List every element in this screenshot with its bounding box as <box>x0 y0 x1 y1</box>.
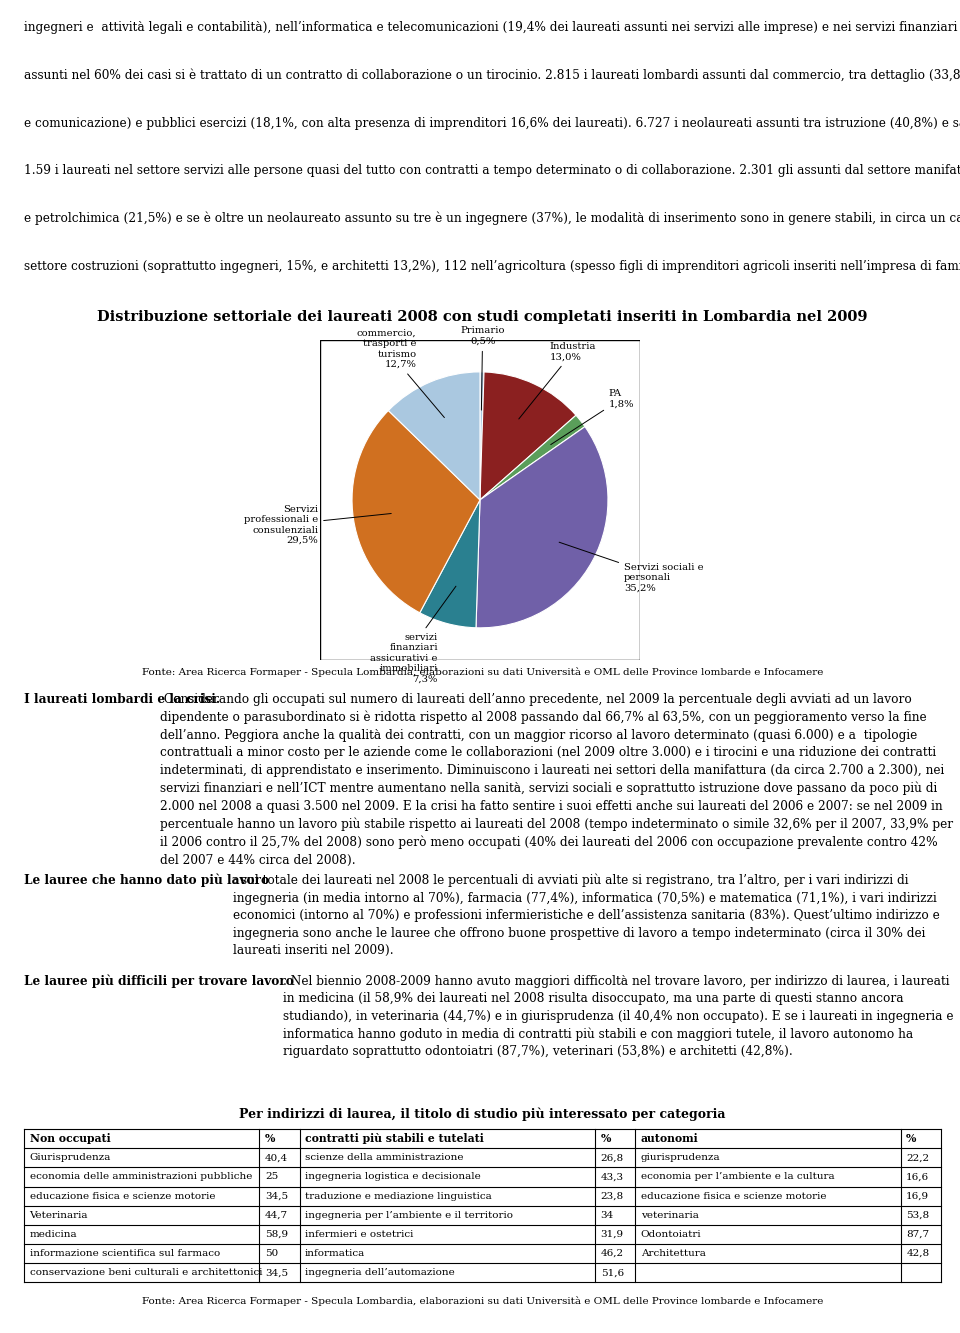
Text: Le lauree che hanno dato più lavoro: Le lauree che hanno dato più lavoro <box>24 874 269 888</box>
Text: Odontoiatri: Odontoiatri <box>640 1230 702 1238</box>
Wedge shape <box>476 427 608 628</box>
Text: 34,5: 34,5 <box>265 1268 288 1277</box>
Text: 40,4: 40,4 <box>265 1153 288 1162</box>
Text: ingegneri e  attività legali e contabilità), nell’informatica e telecomunicazion: ingegneri e attività legali e contabilit… <box>24 21 960 35</box>
Text: Giurisprudenza: Giurisprudenza <box>30 1153 110 1162</box>
Text: ingegneria dell’automazione: ingegneria dell’automazione <box>305 1268 455 1277</box>
Text: medicina: medicina <box>30 1230 77 1238</box>
Text: 16,9: 16,9 <box>906 1192 929 1201</box>
Text: infermieri e ostetrici: infermieri e ostetrici <box>305 1230 414 1238</box>
Text: Architettura: Architettura <box>640 1249 706 1258</box>
Text: Primario
0,5%: Primario 0,5% <box>461 327 505 411</box>
Text: 23,8: 23,8 <box>601 1192 624 1201</box>
Text: Servizi sociali e
personali
35,2%: Servizi sociali e personali 35,2% <box>559 543 704 593</box>
Text: giurisprudenza: giurisprudenza <box>640 1153 720 1162</box>
Text: economia delle amministrazioni pubbliche: economia delle amministrazioni pubbliche <box>30 1173 252 1181</box>
Text: 22,2: 22,2 <box>906 1153 929 1162</box>
Text: 26,8: 26,8 <box>601 1153 624 1162</box>
Text: Considerando gli occupati sul numero di laureati dell’anno precedente, nel 2009 : Considerando gli occupati sul numero di … <box>159 693 953 866</box>
Wedge shape <box>480 416 585 500</box>
Text: veterinaria: veterinaria <box>640 1210 699 1220</box>
Text: %: % <box>601 1133 611 1144</box>
Text: commercio,
trasporti e
turismo
12,7%: commercio, trasporti e turismo 12,7% <box>357 329 444 417</box>
Text: 51,6: 51,6 <box>601 1268 624 1277</box>
Text: autonomi: autonomi <box>640 1133 699 1144</box>
Text: assunti nel 60% dei casi si è trattato di un contratto di collaborazione o un ti: assunti nel 60% dei casi si è trattato d… <box>24 69 960 83</box>
Wedge shape <box>480 372 484 500</box>
Text: PA
1,8%: PA 1,8% <box>551 389 635 445</box>
Text: 31,9: 31,9 <box>601 1230 624 1238</box>
Text: Industria
13,0%: Industria 13,0% <box>518 343 596 419</box>
Wedge shape <box>420 500 480 628</box>
Text: 16,6: 16,6 <box>906 1173 929 1181</box>
Text: e comunicazione) e pubblici esercizi (18,1%, con alta presenza di imprenditori 1: e comunicazione) e pubblici esercizi (18… <box>24 117 960 129</box>
Text: Per indirizzi di laurea, il titolo di studio più interessato per categoria: Per indirizzi di laurea, il titolo di st… <box>239 1108 726 1121</box>
Bar <box>320 340 640 660</box>
Text: 25: 25 <box>265 1173 278 1181</box>
Text: educazione fisica e scienze motorie: educazione fisica e scienze motorie <box>30 1192 215 1201</box>
Text: : sul totale dei laureati nel 2008 le percentuali di avviati più alte si registr: : sul totale dei laureati nel 2008 le pe… <box>233 874 940 957</box>
Text: Non occupati: Non occupati <box>30 1133 110 1144</box>
Text: scienze della amministrazione: scienze della amministrazione <box>305 1153 464 1162</box>
Text: 46,2: 46,2 <box>601 1249 624 1258</box>
Text: economia per l’ambiente e la cultura: economia per l’ambiente e la cultura <box>640 1173 834 1181</box>
Text: Veterinaria: Veterinaria <box>30 1210 88 1220</box>
Text: Fonte: Area Ricerca Formaper - Specula Lombardia, elaborazioni su dati Universit: Fonte: Area Ricerca Formaper - Specula L… <box>142 666 823 677</box>
Text: 50: 50 <box>265 1249 278 1258</box>
Text: 53,8: 53,8 <box>906 1210 929 1220</box>
Text: 1.59 i laureati nel settore servizi alle persone quasi del tutto con contratti a: 1.59 i laureati nel settore servizi alle… <box>24 164 960 177</box>
Wedge shape <box>352 411 480 613</box>
Text: Distribuzione settoriale dei laureati 2008 con studi completati inseriti in Lomb: Distribuzione settoriale dei laureati 20… <box>97 311 868 324</box>
Text: I laureati lombardi e la crisi.: I laureati lombardi e la crisi. <box>24 693 220 706</box>
Wedge shape <box>389 372 480 500</box>
Text: ingegneria per l’ambiente e il territorio: ingegneria per l’ambiente e il territori… <box>305 1210 513 1220</box>
Text: %: % <box>265 1133 276 1144</box>
Text: educazione fisica e scienze motorie: educazione fisica e scienze motorie <box>640 1192 827 1201</box>
Text: 34: 34 <box>601 1210 613 1220</box>
Text: 58,9: 58,9 <box>265 1230 288 1238</box>
Text: . Nel biennio 2008-2009 hanno avuto maggiori difficoltà nel trovare lavoro, per : . Nel biennio 2008-2009 hanno avuto magg… <box>283 974 954 1058</box>
Text: 87,7: 87,7 <box>906 1230 929 1238</box>
Text: informazione scientifica sul farmaco: informazione scientifica sul farmaco <box>30 1249 220 1258</box>
Text: traduzione e mediazione linguistica: traduzione e mediazione linguistica <box>305 1192 492 1201</box>
Wedge shape <box>480 372 576 500</box>
Text: 34,5: 34,5 <box>265 1192 288 1201</box>
Text: informatica: informatica <box>305 1249 366 1258</box>
Text: 42,8: 42,8 <box>906 1249 929 1258</box>
Text: 44,7: 44,7 <box>265 1210 288 1220</box>
Text: %: % <box>906 1133 917 1144</box>
Text: conservazione beni culturali e architettonici: conservazione beni culturali e architett… <box>30 1268 262 1277</box>
Text: Le lauree più difficili per trovare lavoro: Le lauree più difficili per trovare lavo… <box>24 974 294 988</box>
Text: e petrolchimica (21,5%) e se è oltre un neolaureato assunto su tre è un ingegner: e petrolchimica (21,5%) e se è oltre un … <box>24 212 960 225</box>
Text: contratti più stabili e tutelati: contratti più stabili e tutelati <box>305 1133 484 1144</box>
Text: servizi
finanziari
assicurativi e
immobiliari
7,3%: servizi finanziari assicurativi e immobi… <box>371 587 456 684</box>
Text: ingegneria logistica e decisionale: ingegneria logistica e decisionale <box>305 1173 481 1181</box>
Text: settore costruzioni (soprattutto ingegneri, 15%, e architetti 13,2%), 112 nell’a: settore costruzioni (soprattutto ingegne… <box>24 260 960 273</box>
Text: 43,3: 43,3 <box>601 1173 624 1181</box>
Text: Fonte: Area Ricerca Formaper - Specula Lombardia, elaborazioni su dati Universit: Fonte: Area Ricerca Formaper - Specula L… <box>142 1296 823 1306</box>
Text: Servizi
professionali e
consulenziali
29,5%: Servizi professionali e consulenziali 29… <box>244 505 392 545</box>
